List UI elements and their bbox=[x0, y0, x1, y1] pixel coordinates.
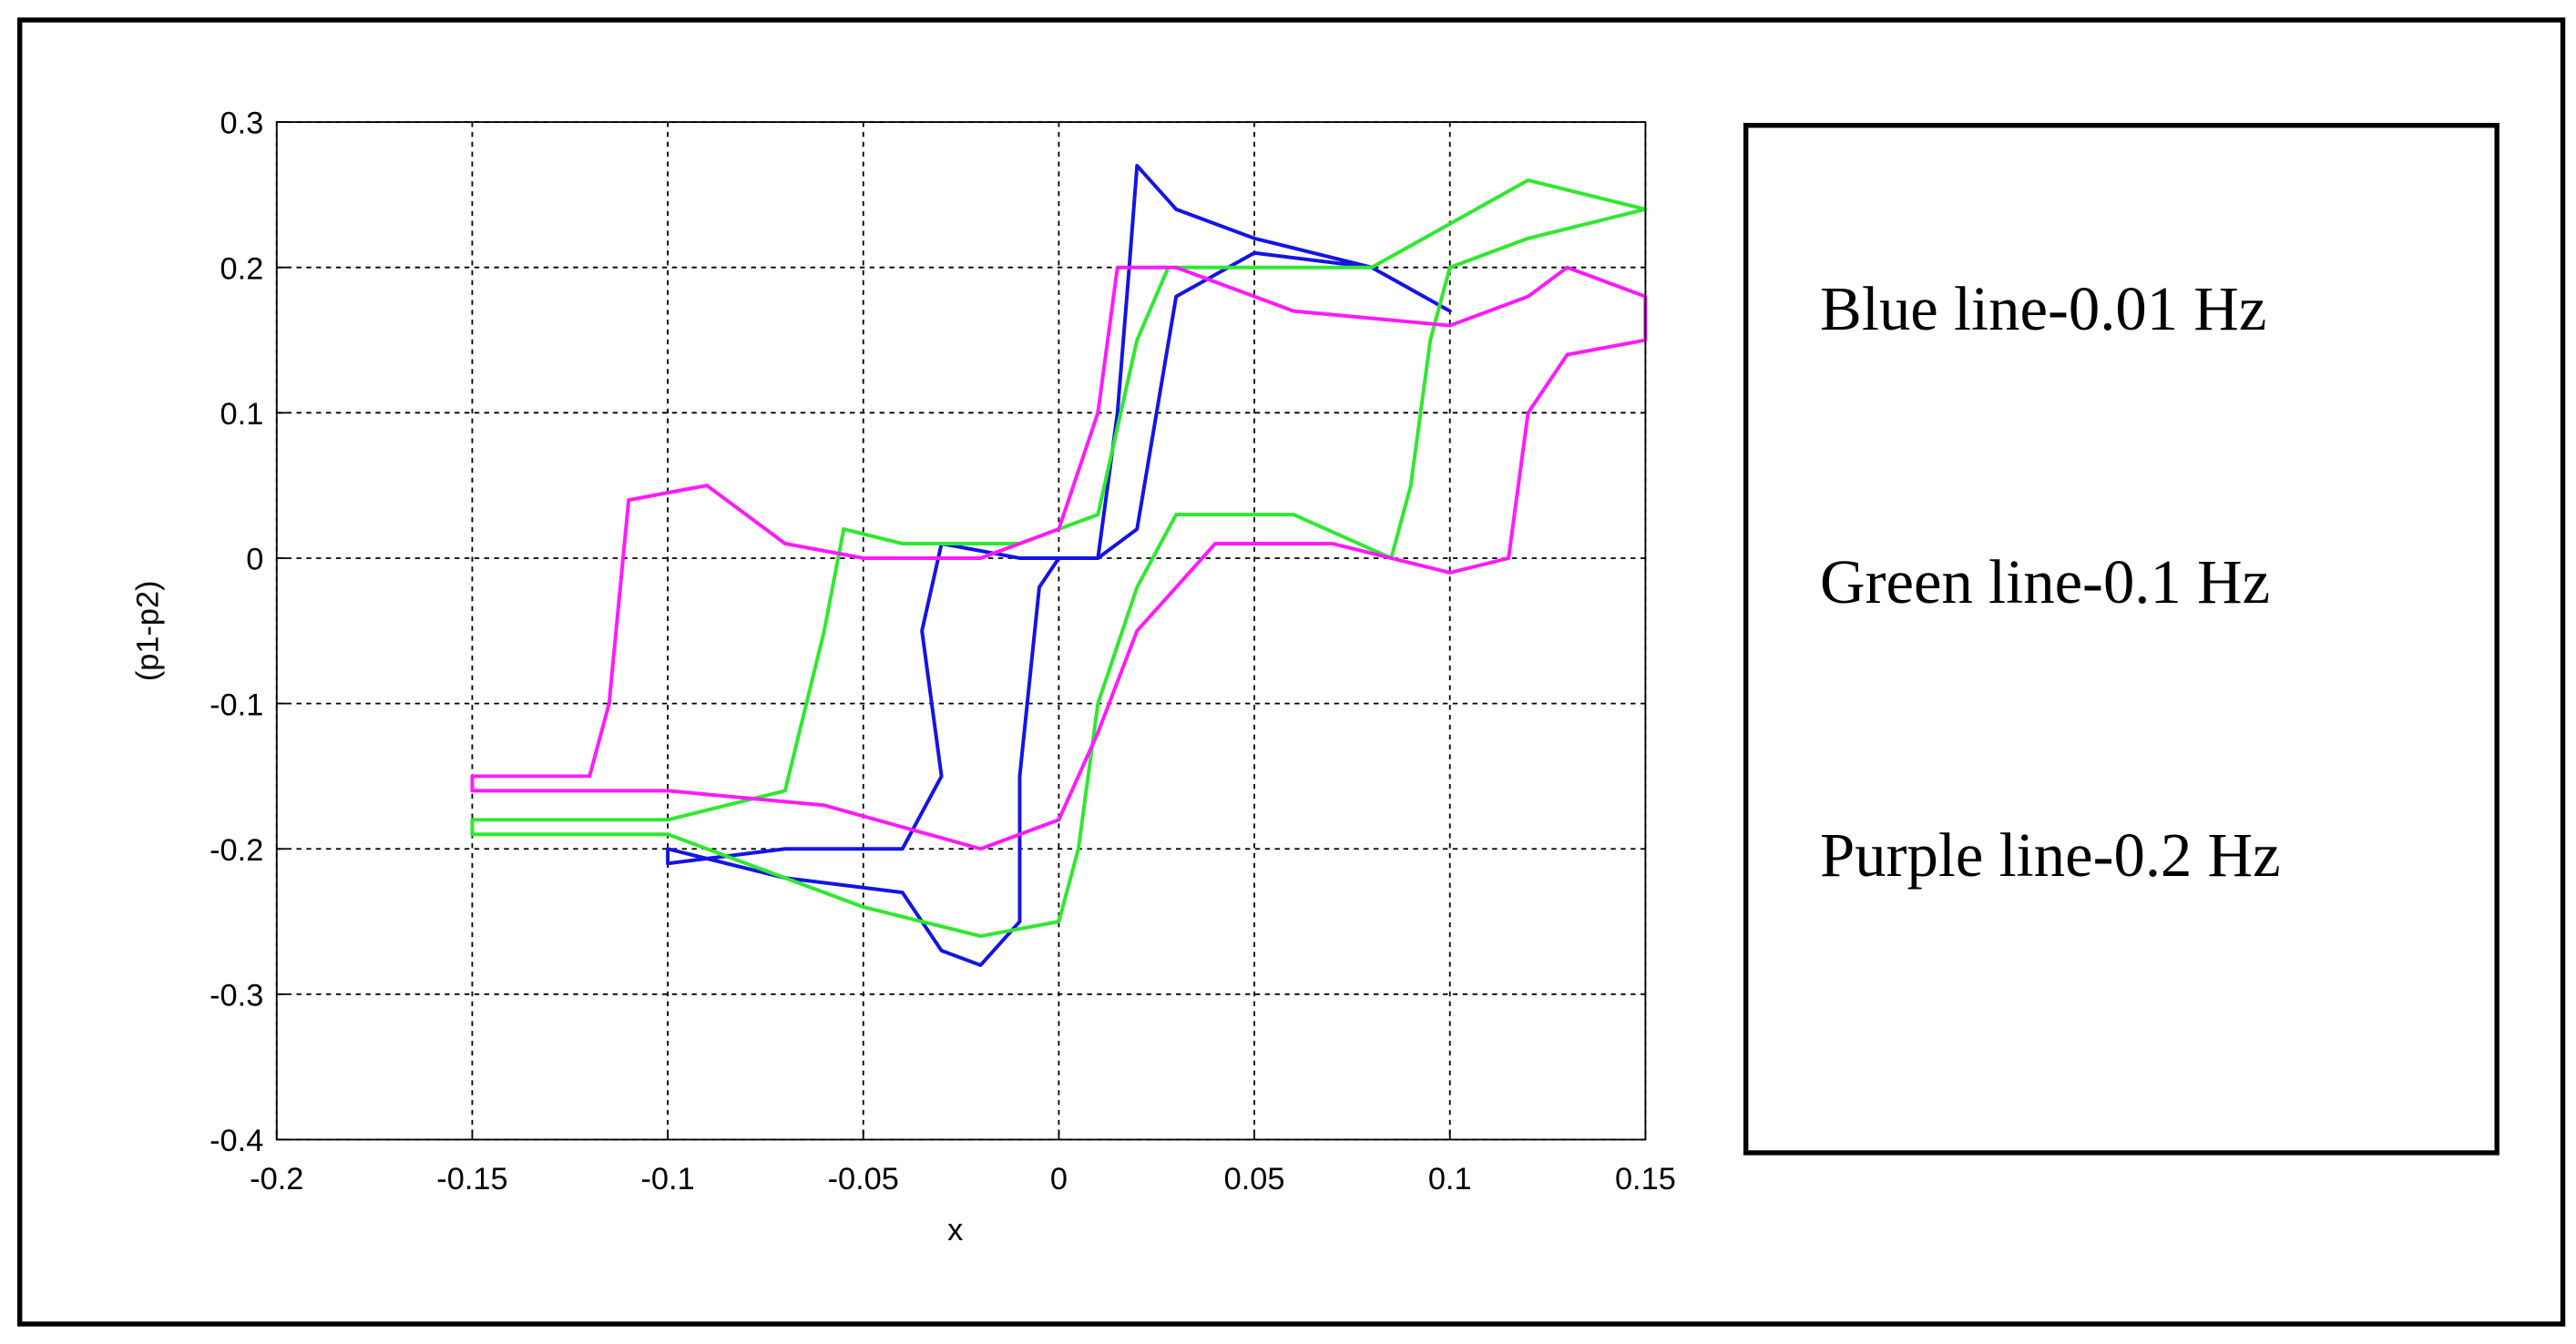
x-tick-label: 0 bbox=[1050, 1162, 1068, 1196]
x-tick-label: -0.1 bbox=[640, 1162, 694, 1196]
y-tick-label: 0.3 bbox=[220, 107, 264, 141]
x-tick-label: -0.05 bbox=[828, 1162, 899, 1196]
x-tick-label: -0.15 bbox=[436, 1162, 507, 1196]
x-tick-label: 0.1 bbox=[1428, 1162, 1472, 1196]
y-tick-label: -0.4 bbox=[210, 1124, 263, 1158]
plot-area bbox=[276, 122, 1646, 1140]
legend-label: Blue line-0.01 Hz bbox=[1820, 274, 2266, 343]
y-tick-label: 0.2 bbox=[220, 251, 264, 286]
y-axis-label: (p1-p2) bbox=[131, 580, 166, 681]
legend-box bbox=[1743, 122, 2499, 1156]
y-tick-label: -0.3 bbox=[210, 979, 263, 1013]
x-tick-label: 0.15 bbox=[1615, 1162, 1676, 1196]
legend-label: Purple line-0.2 Hz bbox=[1820, 820, 2281, 890]
y-tick-label: -0.2 bbox=[210, 833, 263, 868]
x-tick-label: -0.2 bbox=[250, 1162, 303, 1196]
x-tick-label: 0.05 bbox=[1224, 1162, 1285, 1196]
x-axis-label: x bbox=[947, 1213, 963, 1247]
y-tick-label: 0.1 bbox=[220, 397, 264, 432]
series-line bbox=[470, 178, 1648, 939]
y-tick-label: 0 bbox=[246, 543, 263, 577]
axes-box bbox=[275, 121, 1647, 1141]
y-tick-label: -0.1 bbox=[210, 687, 263, 722]
legend-label: Green line-0.1 Hz bbox=[1820, 547, 2270, 616]
